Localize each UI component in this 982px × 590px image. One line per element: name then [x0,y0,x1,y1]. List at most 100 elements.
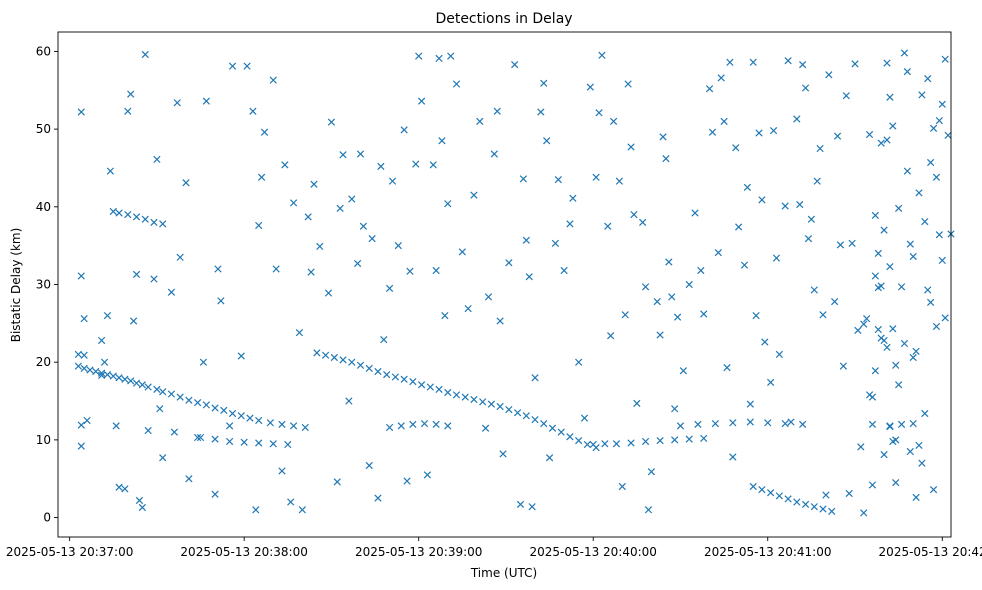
data-point [697,266,705,275]
data-point [897,420,906,428]
data-point [359,222,368,230]
data-point [810,286,818,294]
data-point [237,352,245,360]
data-point [801,84,810,92]
data-point [301,423,309,432]
data-point [153,385,161,394]
data-point [321,351,330,359]
data-point [860,320,868,328]
data-point [927,298,935,306]
data-point [365,461,373,470]
data-point [106,167,114,175]
data-point [909,419,917,428]
data-point [906,240,914,248]
data-point [822,491,830,499]
data-point [903,67,911,76]
data-point [548,424,557,432]
data-point [857,443,865,451]
data-point [202,97,210,105]
data-point [74,362,82,370]
data-point [150,218,158,226]
data-point [531,416,539,424]
data-point [932,322,941,331]
data-point [883,136,891,144]
data-point [525,273,533,281]
data-point [575,358,583,366]
data-point [124,107,132,115]
data-point [420,419,429,428]
data-point [476,117,484,125]
data-point [132,270,141,279]
data-point [141,215,149,223]
data-point [484,293,493,301]
data-point [519,175,528,183]
data-point [417,381,426,389]
data-point [513,409,522,417]
x-tick-label: 2025-05-13 20:42:00 [879,545,982,559]
data-point [77,108,85,116]
data-point [339,151,347,159]
data-point [793,498,801,506]
data-point [304,213,312,221]
x-axis: 2025-05-13 20:37:00 2025-05-13 20:38:00 20… [6,537,982,559]
data-point [353,259,362,268]
data-point [92,367,100,376]
data-point [272,265,280,273]
data-point [394,242,402,250]
data-point [167,390,176,398]
data-point [941,314,949,322]
data-point [423,471,432,479]
data-point [839,362,847,370]
data-point [621,311,629,319]
data-point [656,437,664,445]
data-point [429,161,437,169]
data-point [583,440,592,449]
data-point [889,122,897,130]
data-point [339,356,347,364]
data-point [98,336,106,345]
data-point [892,436,900,444]
data-point [726,58,734,66]
data-point [397,422,405,430]
y-axis: 0 10 20 30 40 50 60 [36,44,58,525]
data-point [196,433,205,442]
data-point [729,453,737,461]
data-point [490,150,498,158]
data-point [348,358,356,366]
data-point [543,137,551,145]
data-point [746,418,754,426]
data-point [871,272,879,280]
data-point [758,485,766,494]
chart-title: Detections in Delay [435,11,572,27]
y-tick-label: 60 [36,44,51,58]
data-point [77,421,85,429]
data-point [892,478,900,487]
data-point [554,175,562,184]
data-point [886,423,894,431]
data-point [511,61,519,69]
data-point [691,209,699,217]
data-point [895,204,903,212]
data-point [900,339,909,348]
data-point [388,177,397,185]
data-point [278,420,286,428]
data-point [80,351,88,359]
y-tick-label: 50 [36,122,51,136]
data-point [729,419,737,427]
data-point [432,266,440,275]
data-point [127,377,135,385]
data-point [470,191,478,199]
data-point [656,331,664,339]
data-point [211,404,219,412]
data-point [185,475,193,483]
data-point [604,222,612,230]
data-point [435,385,443,394]
data-point [246,414,254,422]
data-point [595,109,603,117]
data-point [540,79,548,87]
data-point [403,477,411,485]
data-point [217,297,225,305]
data-point [889,325,897,333]
data-point [138,381,146,389]
data-point [796,200,804,209]
